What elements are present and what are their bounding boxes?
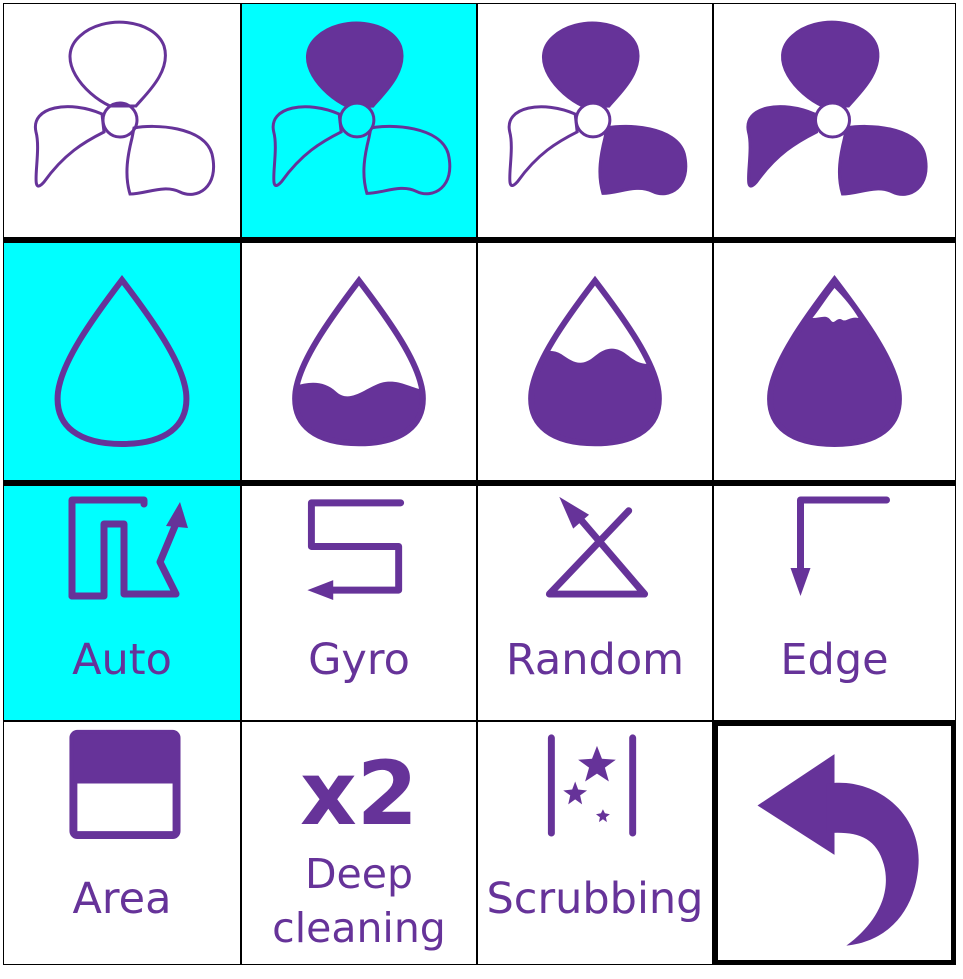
- water-high-button[interactable]: [713, 241, 956, 483]
- fan-medium-button[interactable]: [477, 3, 713, 241]
- mode-random-label: Random: [505, 635, 685, 685]
- fan-high-icon: [746, 20, 928, 196]
- back-arrow-icon: [757, 754, 919, 946]
- mode-auto-label: Auto: [72, 635, 172, 685]
- deep-cleaning-line2: cleaning: [272, 904, 446, 952]
- water-drop-low-icon: [292, 275, 426, 447]
- area-icon: [69, 729, 181, 840]
- fan-high-button[interactable]: [713, 3, 956, 241]
- back-button[interactable]: [713, 721, 956, 965]
- water-drop-high-icon: [767, 275, 902, 448]
- water-drop-medium-icon: [528, 275, 662, 447]
- mode-edge-label: Edge: [780, 635, 889, 685]
- area-button[interactable]: Area: [3, 721, 241, 965]
- water-drop-empty-icon: [54, 275, 190, 448]
- mode-gyro-label: Gyro: [308, 635, 410, 685]
- fan-low-button[interactable]: [241, 3, 477, 241]
- x2-badge: x2: [300, 742, 418, 845]
- mode-edge-button[interactable]: Edge: [713, 483, 956, 721]
- scrubbing-label: Scrubbing: [486, 874, 704, 924]
- mode-auto-button[interactable]: Auto: [3, 483, 241, 721]
- fan-medium-icon: [507, 21, 688, 196]
- gyro-path-icon: [307, 499, 405, 601]
- fan-off-button[interactable]: [3, 3, 241, 241]
- mode-random-button[interactable]: Random: [477, 483, 713, 721]
- random-path-icon: [545, 496, 649, 598]
- edge-path-icon: [790, 496, 890, 596]
- water-empty-button[interactable]: [3, 241, 241, 483]
- area-label: Area: [72, 874, 172, 924]
- control-grid: Auto Gyro Random Edge: [3, 3, 956, 965]
- deep-cleaning-line1: Deep: [304, 850, 414, 898]
- scrubbing-button[interactable]: Scrubbing: [477, 721, 713, 965]
- fan-low-icon: [271, 21, 452, 196]
- row-separator: [3, 237, 956, 243]
- auto-path-icon: [68, 496, 188, 600]
- water-medium-button[interactable]: [477, 241, 713, 483]
- water-low-button[interactable]: [241, 241, 477, 483]
- mode-gyro-button[interactable]: Gyro: [241, 483, 477, 721]
- row-separator: [3, 480, 956, 486]
- scrubbing-icon: [547, 734, 637, 837]
- fan-off-icon: [33, 20, 216, 196]
- deep-cleaning-button[interactable]: x2 Deep cleaning: [241, 721, 477, 965]
